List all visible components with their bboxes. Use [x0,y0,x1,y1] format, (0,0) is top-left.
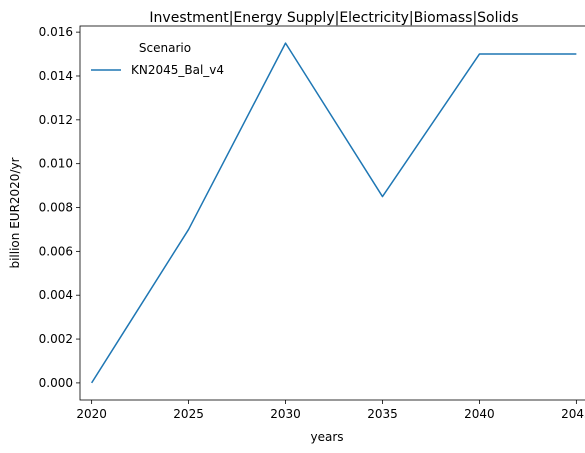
x-axis-ticks: 2020 2025 2030 2035 2040 2045 [76,400,585,421]
x-axis-label: years [310,430,343,444]
x-tick-label: 2035 [367,407,398,421]
y-tick-label: 0.004 [39,288,73,302]
y-axis-ticks: 0.000 0.002 0.004 0.006 0.008 0.010 0.012 0.014… [39,25,80,390]
plot-area: 2020 2025 2030 2035 2040 2045 0.000 0.002 0.004… [39,25,585,421]
y-tick-label: 0.014 [39,69,73,83]
series-layer [90,42,577,384]
y-tick-label: 0.002 [39,332,73,346]
series-line [90,42,577,384]
x-tick-label: 2045 [561,407,585,421]
y-tick-label: 0.008 [39,201,73,215]
y-tick-label: 0.006 [39,244,73,258]
x-tick-label: 2025 [173,407,204,421]
y-tick-label: 0.016 [39,25,73,39]
x-tick-label: 2040 [464,407,495,421]
y-tick-label: 0.010 [39,157,73,171]
y-axis-label: billion EUR2020/yr [8,157,22,268]
x-tick-label: 2030 [270,407,301,421]
legend-label: KN2045_Bal_v4 [131,63,224,77]
plot-frame [79,25,585,401]
legend: Scenario KN2045_Bal_v4 [91,41,224,77]
y-tick-label: 0.012 [39,113,73,127]
legend-title: Scenario [139,41,191,55]
x-tick-label: 2020 [76,407,107,421]
chart-title: Investment|Energy Supply|Electricity|Bio… [149,10,518,26]
y-tick-label: 0.000 [39,376,73,390]
